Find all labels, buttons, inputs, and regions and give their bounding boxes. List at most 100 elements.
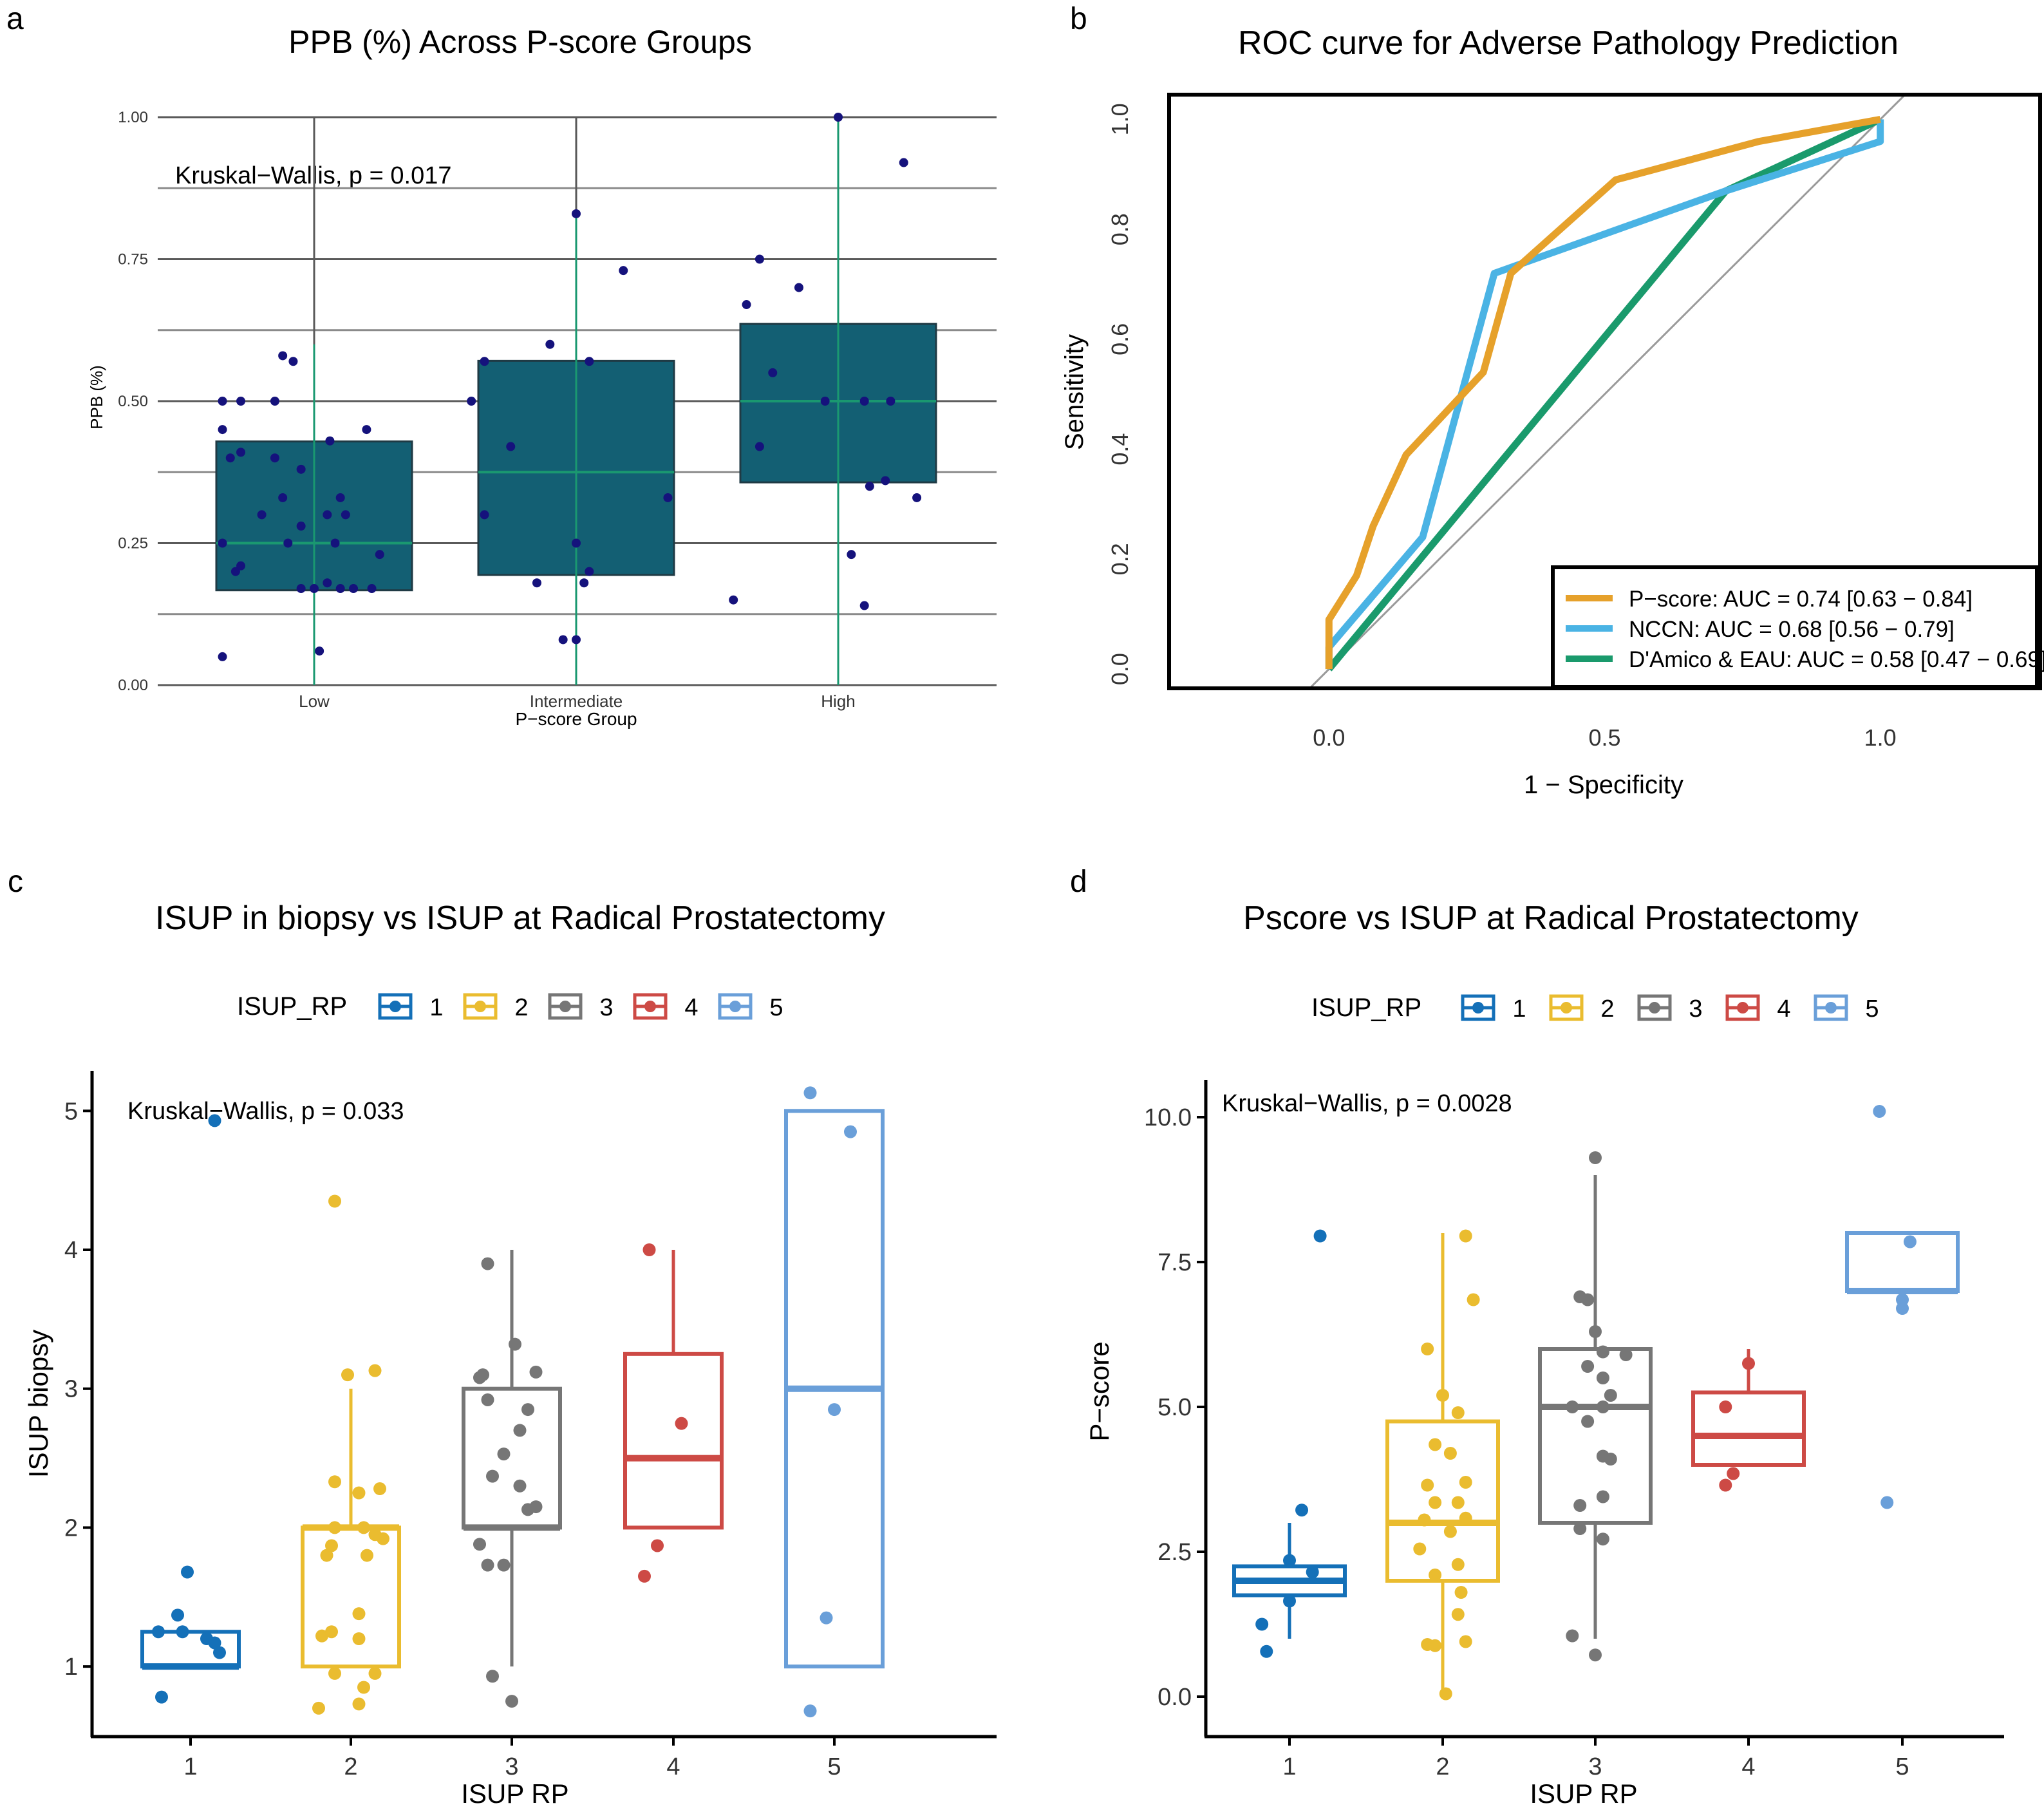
d-data-point: [1421, 1343, 1434, 1355]
c-data-point: [176, 1625, 189, 1639]
a-data-point: [506, 442, 516, 451]
panel-d-title: Pscore vs ISUP at Radical Prostatectomy: [1243, 900, 1859, 937]
c-data-point: [473, 1538, 486, 1551]
d-box: [1845, 1231, 1960, 1293]
c-data-point: [642, 1243, 656, 1256]
c-xtick-label: 1: [183, 1753, 197, 1780]
a-data-point: [572, 209, 581, 218]
d-data-point: [1429, 1569, 1442, 1581]
d-data-point: [1451, 1496, 1465, 1509]
d-data-point: [1727, 1467, 1740, 1480]
d-box: [1691, 1390, 1806, 1467]
a-data-point: [585, 357, 594, 366]
a-data-point: [572, 538, 581, 548]
a-data-point: [881, 476, 890, 485]
a-data-point: [585, 567, 594, 576]
panel-c-legend-title: ISUP_RP: [237, 992, 347, 1021]
b-roc-line-pscore: [1325, 115, 1881, 670]
c-data-point: [486, 1469, 499, 1483]
d-data-point: [1454, 1586, 1468, 1599]
d-data-point: [1880, 1496, 1894, 1509]
c-data-point: [357, 1681, 370, 1694]
a-data-point: [794, 283, 803, 292]
d-xtick-label: 5: [1895, 1753, 1909, 1780]
c-data-point: [208, 1114, 221, 1127]
panel-c: c ISUP in biopsy vs ISUP at Radical Pros…: [8, 865, 997, 1809]
panel-a: a PPB (%) Across P-score Groups Kruskal−…: [6, 2, 997, 729]
c-data-point: [513, 1479, 527, 1493]
a-data-point: [579, 578, 589, 588]
panel-b-title: ROC curve for Adverse Pathology Predicti…: [1238, 24, 1899, 62]
c-legend-key-1: [378, 993, 413, 1020]
d-legend-key-4: [1725, 994, 1760, 1021]
panel-d-ylabel: P−score: [1084, 1341, 1114, 1441]
a-data-point: [325, 436, 335, 446]
d-box-group-4: [1691, 1349, 1806, 1467]
a-data-point: [278, 493, 288, 502]
a-data-point: [230, 567, 240, 576]
c-data-point: [328, 1521, 341, 1534]
d-data-point: [1589, 1325, 1602, 1338]
a-data-point: [236, 397, 246, 406]
c-legend-label: 3: [599, 994, 613, 1021]
d-data-point: [1573, 1290, 1587, 1303]
b-xtick-label: 1.0: [1864, 724, 1897, 751]
b-ytick-label: 0.0: [1107, 653, 1133, 685]
d-data-point: [1596, 1400, 1609, 1413]
c-data-point: [675, 1417, 688, 1430]
c-data-point: [481, 1257, 494, 1270]
c-data-point: [312, 1701, 325, 1715]
a-data-point: [218, 397, 227, 406]
c-xtick-label: 5: [827, 1753, 841, 1780]
b-ytick-label: 1.0: [1107, 103, 1133, 135]
c-data-point: [476, 1368, 489, 1382]
panel-c-letter: c: [8, 865, 23, 899]
c-data-point: [828, 1403, 841, 1417]
c-data-point: [352, 1607, 366, 1621]
a-data-point: [218, 538, 227, 548]
panel-b-letter: b: [1070, 2, 1087, 36]
c-legend-label: 1: [429, 994, 443, 1021]
a-data-point: [480, 357, 489, 366]
d-data-point: [1413, 1542, 1427, 1556]
d-data-point: [1604, 1453, 1617, 1466]
d-data-point: [1581, 1415, 1595, 1428]
c-data-point: [486, 1670, 499, 1683]
d-box-group-5: [1845, 1231, 1960, 1294]
a-data-point: [278, 351, 288, 361]
c-data-point: [328, 1475, 341, 1489]
a-data-point: [310, 584, 319, 594]
c-data-point: [181, 1565, 194, 1579]
a-data-point: [820, 397, 830, 406]
c-legend-key-point: [644, 1001, 656, 1012]
b-ytick-label: 0.8: [1107, 213, 1133, 245]
d-legend-key-5: [1814, 994, 1848, 1021]
a-data-point: [755, 254, 764, 264]
c-ytick-label: 3: [64, 1376, 78, 1403]
panel-d-annotation: Kruskal−Wallis, p = 0.0028: [1222, 1090, 1512, 1117]
d-ytick-label: 5.0: [1158, 1394, 1192, 1421]
d-xtick-label: 4: [1741, 1753, 1755, 1780]
c-box-group-3: [462, 1250, 562, 1667]
c-data-point: [357, 1521, 370, 1534]
a-data-point: [899, 158, 908, 167]
c-data-point: [497, 1558, 511, 1572]
d-data-point: [1589, 1151, 1602, 1164]
d-data-point: [1719, 1478, 1732, 1492]
panel-a-letter: a: [6, 2, 24, 36]
a-data-point: [296, 522, 306, 531]
a-data-point: [663, 493, 673, 502]
a-data-point: [341, 510, 350, 520]
d-legend-label: 2: [1600, 995, 1614, 1023]
panel-c-ylabel: ISUP biopsy: [23, 1330, 53, 1478]
c-ytick-label: 1: [64, 1654, 78, 1681]
d-legend-key-point: [1737, 1002, 1749, 1013]
c-data-point: [152, 1625, 165, 1639]
c-legend-key-point: [559, 1001, 571, 1012]
a-data-point: [572, 635, 581, 645]
d-legend-key-2: [1549, 994, 1584, 1021]
d-ytick-label: 10.0: [1144, 1104, 1192, 1131]
c-data-point: [171, 1608, 184, 1622]
panel-b-xlabel: 1 − Specificity: [1524, 771, 1683, 799]
